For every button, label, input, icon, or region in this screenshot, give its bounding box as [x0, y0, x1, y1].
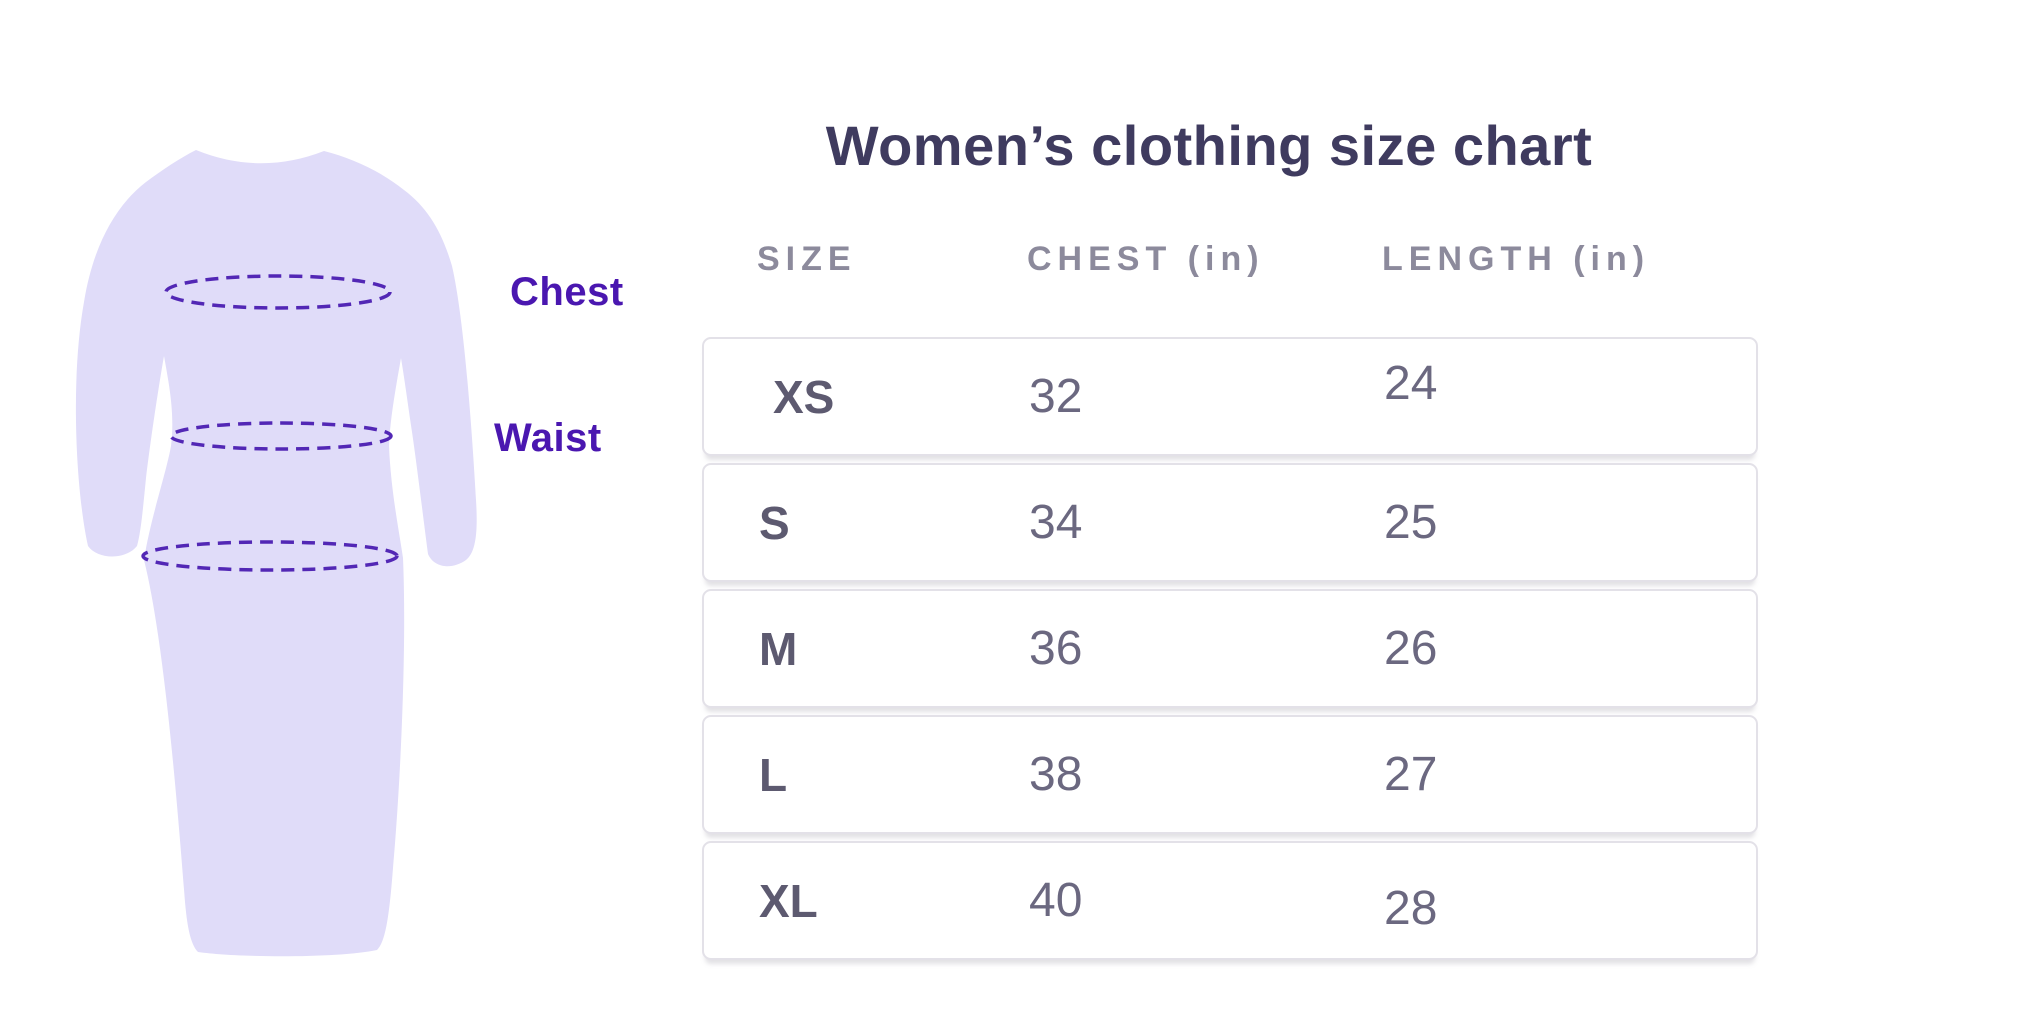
- cell-size: XL: [759, 874, 818, 927]
- table-row: XL 40 28: [702, 841, 1758, 960]
- table-row: L 38 27: [702, 715, 1758, 834]
- cell-length: 24: [1384, 356, 1438, 410]
- waist-label: Waist: [494, 416, 602, 460]
- cell-length: 27: [1384, 747, 1438, 801]
- column-header-length: LENGTH (in): [1382, 240, 1651, 278]
- cell-chest: 34: [1029, 495, 1083, 549]
- hip-measure-line: [141, 540, 399, 572]
- cell-size: S: [759, 496, 790, 549]
- cell-length: 26: [1384, 621, 1438, 675]
- page-title: Women’s clothing size chart: [825, 114, 1593, 177]
- cell-size: M: [759, 622, 798, 675]
- cell-chest: 40: [1029, 873, 1083, 927]
- dress-silhouette: [75, 150, 477, 957]
- column-header-size: SIZE: [757, 240, 857, 278]
- table-body: XS 32 24 S 34 25 M 36 26 L 38 27 XL 40 2…: [702, 337, 1758, 967]
- cell-chest: 36: [1029, 621, 1083, 675]
- cell-chest: 32: [1029, 369, 1083, 423]
- chest-measure-line: [164, 274, 392, 310]
- cell-chest: 38: [1029, 747, 1083, 801]
- table-row: XS 32 24: [702, 337, 1758, 456]
- column-header-chest: CHEST (in): [1027, 240, 1265, 278]
- dress-figure: Chest Waist: [0, 0, 700, 1028]
- cell-size: L: [759, 748, 788, 801]
- table-row: S 34 25: [702, 463, 1758, 582]
- cell-length: 28: [1384, 881, 1438, 935]
- cell-size: XS: [773, 370, 835, 423]
- chest-label: Chest: [510, 270, 624, 314]
- waist-measure-line: [169, 421, 393, 451]
- cell-length: 25: [1384, 495, 1438, 549]
- dress-illustration: [75, 150, 477, 957]
- table-row: M 36 26: [702, 589, 1758, 708]
- table-header-row: SIZE CHEST (in) LENGTH (in): [702, 240, 1758, 278]
